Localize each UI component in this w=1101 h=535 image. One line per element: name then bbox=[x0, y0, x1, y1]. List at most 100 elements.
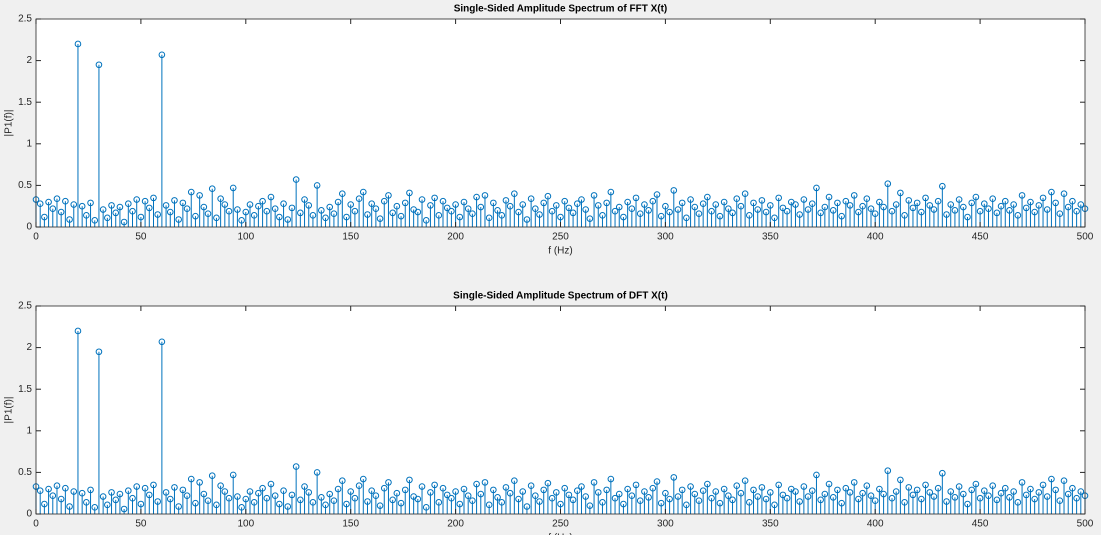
stem-marker bbox=[45, 485, 52, 493]
stem-marker bbox=[720, 485, 728, 493]
y-tick-label: 0.5 bbox=[18, 180, 32, 191]
stem-marker bbox=[922, 481, 929, 489]
stem-marker bbox=[481, 479, 489, 486]
x-tick-label: 500 bbox=[1077, 232, 1094, 243]
stem-marker bbox=[200, 203, 208, 211]
x-tick-label: 200 bbox=[447, 232, 464, 243]
stem-marker bbox=[607, 475, 615, 483]
stem-marker bbox=[687, 483, 694, 490]
stem-marker bbox=[1010, 201, 1017, 208]
stem-marker bbox=[259, 197, 266, 205]
stem-marker bbox=[53, 195, 61, 203]
stem-marker bbox=[271, 205, 279, 212]
stem-marker bbox=[599, 212, 606, 219]
stem-marker bbox=[87, 486, 94, 494]
stem-marker bbox=[145, 491, 153, 499]
stem-marker bbox=[150, 194, 157, 202]
stem-marker bbox=[892, 201, 900, 208]
stem-marker bbox=[527, 482, 535, 490]
x-tick-label: 450 bbox=[972, 519, 989, 530]
stem-marker bbox=[1056, 210, 1064, 217]
stem-marker bbox=[817, 496, 824, 504]
stem-marker bbox=[691, 203, 699, 211]
stem-marker bbox=[964, 500, 971, 508]
stem-marker bbox=[695, 497, 703, 504]
stem-marker bbox=[355, 482, 363, 490]
stem-marker bbox=[158, 338, 166, 346]
stem-marker bbox=[993, 209, 1001, 217]
stem-marker bbox=[393, 489, 401, 497]
stem-marker bbox=[57, 495, 65, 503]
stem-marker bbox=[880, 203, 887, 211]
plot-area bbox=[36, 306, 1085, 514]
stem-marker bbox=[804, 206, 812, 213]
stem-marker bbox=[569, 496, 577, 504]
stem-marker bbox=[456, 213, 464, 221]
stem-marker bbox=[192, 212, 199, 220]
stem-marker bbox=[511, 477, 518, 485]
stem-marker bbox=[523, 216, 531, 223]
stem-marker bbox=[255, 489, 262, 497]
stem-marker bbox=[641, 201, 648, 208]
stem-marker bbox=[494, 494, 501, 501]
stem-marker bbox=[313, 182, 321, 189]
stem-marker bbox=[112, 496, 120, 504]
stem-marker bbox=[385, 479, 392, 486]
stem-marker bbox=[884, 180, 892, 188]
stem-marker bbox=[435, 212, 443, 219]
stem-marker bbox=[901, 212, 908, 219]
series bbox=[32, 327, 1089, 514]
stem-marker bbox=[918, 208, 925, 216]
stem-marker bbox=[972, 480, 980, 488]
stem-marker bbox=[922, 194, 929, 202]
y-tick-label: 1 bbox=[26, 425, 32, 436]
stem-marker bbox=[1064, 203, 1072, 211]
stem-marker bbox=[1027, 198, 1034, 206]
stem-marker bbox=[548, 207, 556, 215]
stem-marker bbox=[834, 199, 841, 207]
stem-marker bbox=[855, 495, 862, 503]
stem-marker bbox=[1077, 201, 1085, 208]
stem-marker bbox=[464, 205, 472, 212]
stem-marker bbox=[813, 471, 820, 479]
stem-marker bbox=[150, 481, 157, 489]
stem-marker bbox=[750, 486, 757, 494]
stem-marker bbox=[74, 327, 82, 335]
stem-marker bbox=[867, 205, 875, 212]
stem-marker bbox=[653, 191, 661, 198]
stem-marker bbox=[527, 195, 535, 203]
stem-marker bbox=[1069, 484, 1076, 492]
stem-marker bbox=[250, 212, 258, 219]
stem-marker bbox=[708, 494, 715, 502]
stem-marker bbox=[888, 494, 896, 502]
stem-marker bbox=[427, 489, 434, 496]
stem-marker bbox=[792, 488, 799, 495]
stem-marker bbox=[439, 484, 447, 492]
stem-marker bbox=[796, 211, 803, 218]
x-axis-label: f (Hz) bbox=[548, 246, 572, 257]
stem-marker bbox=[141, 484, 149, 492]
stem-marker bbox=[359, 475, 367, 483]
x-axis-label: f (Hz) bbox=[548, 533, 572, 535]
x-tick-label: 400 bbox=[867, 519, 884, 530]
stem-marker bbox=[368, 200, 375, 208]
stem-marker bbox=[565, 204, 573, 212]
stem-marker bbox=[800, 483, 808, 490]
stem-marker bbox=[1039, 194, 1047, 202]
x-tick-label: 150 bbox=[342, 519, 359, 530]
stem-marker bbox=[758, 197, 766, 204]
stem-marker bbox=[422, 504, 430, 511]
stem-marker bbox=[498, 499, 506, 506]
plot-area bbox=[36, 19, 1085, 227]
stem-marker bbox=[1027, 485, 1034, 493]
stem-marker bbox=[238, 504, 245, 511]
stem-marker bbox=[301, 196, 308, 203]
stem-marker bbox=[397, 499, 405, 507]
stem-marker bbox=[217, 195, 224, 203]
stem-marker bbox=[187, 188, 195, 196]
stem-marker bbox=[653, 478, 661, 485]
stem-marker bbox=[284, 216, 292, 223]
x-tick-label: 200 bbox=[447, 519, 464, 530]
stem-marker bbox=[406, 476, 413, 484]
x-tick-label: 50 bbox=[135, 232, 147, 243]
